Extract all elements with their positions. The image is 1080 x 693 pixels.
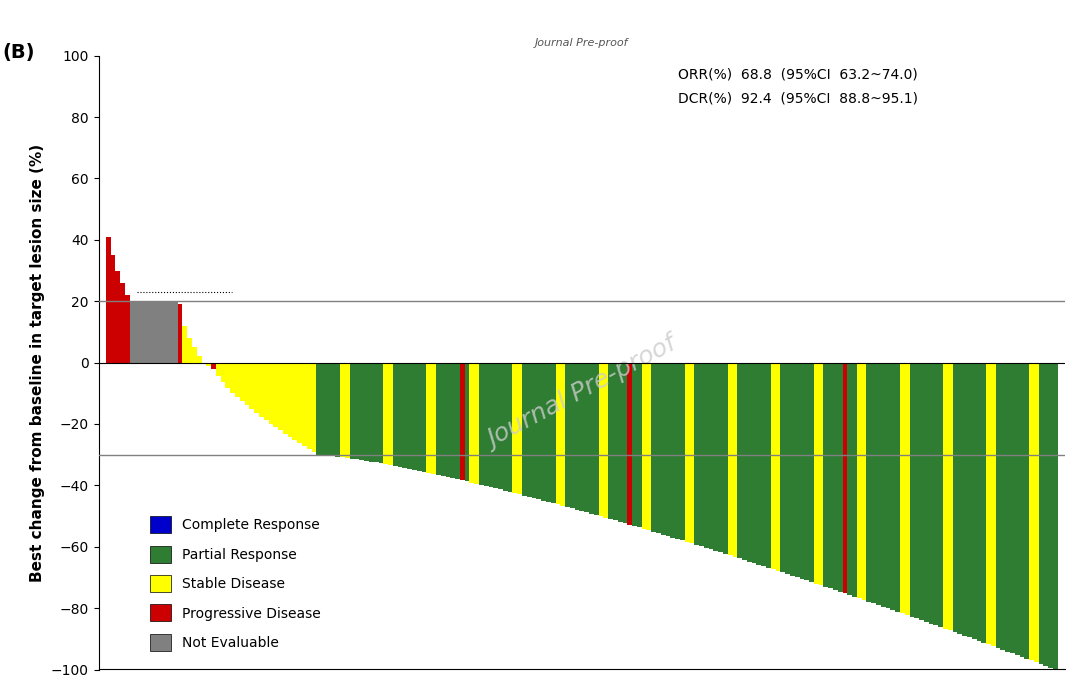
Bar — [805, 362, 809, 581]
Bar — [537, 362, 541, 500]
Bar — [972, 362, 976, 639]
Bar — [953, 362, 957, 632]
Bar — [948, 362, 953, 631]
Bar — [450, 362, 455, 478]
Bar — [752, 362, 756, 563]
Bar — [336, 362, 340, 457]
Bar — [249, 362, 254, 410]
Bar — [962, 362, 967, 635]
Bar — [498, 362, 503, 489]
Bar — [278, 362, 283, 430]
Bar — [283, 362, 287, 434]
Bar — [302, 362, 307, 446]
Bar — [474, 362, 480, 484]
Bar — [216, 362, 220, 376]
Bar — [819, 362, 823, 586]
Bar — [856, 362, 862, 598]
Bar — [220, 362, 226, 383]
Bar — [153, 301, 159, 362]
Bar — [642, 362, 647, 529]
Bar — [685, 362, 689, 542]
Bar — [311, 362, 316, 452]
Bar — [781, 362, 785, 572]
Bar — [269, 362, 273, 423]
Bar — [828, 362, 833, 588]
Bar — [1020, 362, 1024, 657]
Bar — [531, 362, 537, 498]
Bar — [522, 362, 527, 495]
Bar — [397, 362, 403, 467]
Bar — [211, 362, 216, 369]
Bar — [598, 362, 604, 516]
Bar — [929, 362, 933, 624]
Bar — [795, 362, 799, 577]
Bar — [665, 362, 671, 536]
Bar — [503, 362, 508, 491]
Bar — [982, 362, 986, 642]
Bar — [632, 362, 637, 526]
Text: (B): (B) — [2, 44, 35, 62]
Bar — [775, 362, 781, 571]
Bar — [785, 362, 789, 574]
Bar — [192, 347, 197, 362]
Bar — [919, 362, 923, 620]
Bar — [125, 295, 130, 362]
Bar — [1043, 362, 1049, 666]
Bar — [1053, 362, 1057, 669]
Bar — [604, 362, 608, 518]
Bar — [388, 362, 393, 465]
Bar — [116, 270, 120, 362]
Bar — [259, 362, 264, 416]
Bar — [1034, 362, 1039, 663]
Bar — [244, 362, 249, 405]
Bar — [627, 362, 632, 525]
Bar — [455, 362, 460, 479]
Bar — [464, 362, 470, 482]
Bar — [316, 362, 321, 455]
Bar — [876, 362, 881, 605]
Bar — [718, 362, 723, 552]
Bar — [1010, 362, 1015, 653]
Text: ORR(%)  68.8  (95%CI  63.2~74.0)
DCR(%)  92.4  (95%CI  88.8~95.1): ORR(%) 68.8 (95%CI 63.2~74.0) DCR(%) 92.… — [678, 68, 918, 106]
Bar — [809, 362, 814, 582]
Bar — [671, 362, 675, 538]
Bar — [771, 362, 775, 570]
Legend: Complete Response, Partial Response, Stable Disease, Progressive Disease, Not Ev: Complete Response, Partial Response, Sta… — [145, 511, 326, 656]
Bar — [848, 362, 852, 595]
Bar — [513, 362, 517, 493]
Bar — [393, 362, 397, 466]
Bar — [484, 362, 488, 486]
Bar — [551, 362, 555, 503]
Bar — [403, 362, 407, 468]
Bar — [1015, 362, 1020, 655]
Bar — [139, 301, 144, 362]
Bar — [110, 255, 116, 362]
Bar — [939, 362, 943, 627]
Bar — [144, 301, 149, 362]
Bar — [738, 362, 742, 559]
Bar — [106, 237, 110, 362]
Y-axis label: Best change from baseline in target lesion size (%): Best change from baseline in target lesi… — [30, 143, 45, 581]
Bar — [584, 362, 589, 512]
Bar — [789, 362, 795, 576]
Bar — [441, 362, 446, 476]
Bar — [651, 362, 656, 532]
Bar — [163, 301, 168, 362]
Bar — [675, 362, 680, 539]
Bar — [618, 362, 622, 522]
Bar — [699, 362, 704, 546]
Bar — [656, 362, 661, 533]
Text: Journal Pre-proof: Journal Pre-proof — [484, 333, 680, 453]
Bar — [890, 362, 895, 610]
Bar — [340, 362, 345, 457]
Bar — [541, 362, 546, 500]
Bar — [159, 301, 163, 362]
Text: Journal Pre-proof: Journal Pre-proof — [535, 38, 629, 49]
Bar — [307, 362, 311, 448]
Bar — [872, 362, 876, 604]
Bar — [345, 362, 350, 458]
Bar — [886, 362, 890, 608]
Bar — [235, 362, 240, 397]
Bar — [565, 362, 570, 507]
Bar — [417, 362, 421, 471]
